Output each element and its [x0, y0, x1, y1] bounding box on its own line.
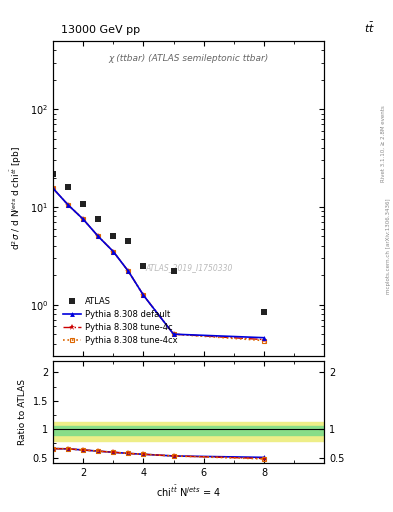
Pythia 8.308 tune-4c	[111, 248, 116, 254]
Text: $t\bar{t}$: $t\bar{t}$	[364, 20, 375, 35]
Line: ATLAS: ATLAS	[50, 170, 267, 315]
Pythia 8.308 tune-4cx	[66, 202, 70, 208]
Pythia 8.308 default	[96, 233, 101, 240]
Pythia 8.308 tune-4c	[96, 233, 101, 240]
Legend: ATLAS, Pythia 8.308 default, Pythia 8.308 tune-4c, Pythia 8.308 tune-4cx: ATLAS, Pythia 8.308 default, Pythia 8.30…	[62, 297, 178, 346]
ATLAS	[66, 184, 70, 190]
Pythia 8.308 tune-4cx	[111, 248, 116, 254]
Y-axis label: Ratio to ATLAS: Ratio to ATLAS	[18, 379, 27, 445]
Pythia 8.308 tune-4cx	[96, 233, 101, 240]
X-axis label: chi$^{t\bar{t}}$ N$^{jets}$ = 4: chi$^{t\bar{t}}$ N$^{jets}$ = 4	[156, 484, 221, 499]
Pythia 8.308 tune-4c	[262, 336, 266, 343]
ATLAS	[111, 233, 116, 240]
Line: Pythia 8.308 tune-4cx: Pythia 8.308 tune-4cx	[51, 186, 266, 343]
Pythia 8.308 tune-4cx	[141, 292, 146, 298]
Pythia 8.308 default	[171, 331, 176, 337]
Pythia 8.308 tune-4cx	[81, 216, 86, 222]
ATLAS	[81, 201, 86, 207]
Text: Rivet 3.1.10, ≥ 2.8M events: Rivet 3.1.10, ≥ 2.8M events	[381, 105, 386, 182]
ATLAS	[171, 268, 176, 274]
Pythia 8.308 tune-4cx	[51, 185, 55, 191]
Pythia 8.308 default	[66, 202, 70, 208]
Pythia 8.308 tune-4c	[51, 185, 55, 191]
Pythia 8.308 default	[111, 248, 116, 254]
Pythia 8.308 default	[262, 335, 266, 341]
Y-axis label: d$^2\sigma$ / d N$^{jets}$ d chi$^{t\bar{t}}$ [pb]: d$^2\sigma$ / d N$^{jets}$ d chi$^{t\bar…	[9, 146, 24, 250]
Line: Pythia 8.308 default: Pythia 8.308 default	[51, 186, 266, 340]
Bar	[53, 422, 324, 441]
ATLAS	[126, 238, 131, 244]
ATLAS	[51, 170, 55, 177]
Text: ATLAS_2019_I1750330: ATLAS_2019_I1750330	[145, 263, 232, 272]
ATLAS	[141, 263, 146, 269]
ATLAS	[96, 216, 101, 222]
Pythia 8.308 tune-4c	[141, 292, 146, 298]
Pythia 8.308 tune-4c	[171, 331, 176, 337]
Line: Pythia 8.308 tune-4c: Pythia 8.308 tune-4c	[50, 185, 268, 343]
Pythia 8.308 default	[141, 292, 146, 298]
Pythia 8.308 default	[126, 268, 131, 274]
Pythia 8.308 tune-4c	[66, 202, 70, 208]
Text: χ (ttbar) (ATLAS semileptonic ttbar): χ (ttbar) (ATLAS semileptonic ttbar)	[108, 54, 269, 62]
Pythia 8.308 tune-4c	[81, 216, 86, 222]
Text: mcplots.cern.ch [arXiv:1306.3436]: mcplots.cern.ch [arXiv:1306.3436]	[386, 198, 391, 293]
Bar	[53, 426, 324, 435]
Pythia 8.308 default	[51, 185, 55, 191]
ATLAS	[262, 309, 266, 315]
Pythia 8.308 tune-4cx	[262, 337, 266, 344]
Pythia 8.308 tune-4cx	[171, 331, 176, 337]
Text: 13000 GeV pp: 13000 GeV pp	[61, 25, 140, 35]
Pythia 8.308 tune-4cx	[126, 268, 131, 274]
Pythia 8.308 default	[81, 216, 86, 222]
Pythia 8.308 tune-4c	[126, 268, 131, 274]
